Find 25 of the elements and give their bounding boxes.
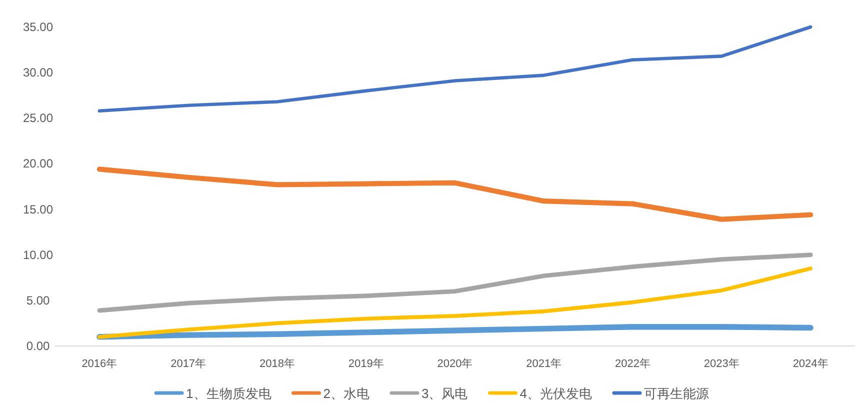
legend-label: 4、光伏发电 [520, 386, 592, 401]
line-series [98, 25, 812, 112]
legend-label: 可再生能源 [644, 386, 709, 401]
line-series [97, 266, 813, 339]
legend-label: 3、风电 [422, 386, 468, 401]
y-tick-label: 15.00 [22, 202, 54, 216]
y-tick-label: 0.00 [26, 339, 50, 353]
y-tick-label: 10.00 [22, 248, 54, 262]
x-tick-label: 2020年 [437, 358, 473, 370]
y-tick-label: 35.00 [22, 20, 54, 34]
y-tick-label: 20.00 [22, 156, 54, 171]
y-tick-label: 5.00 [26, 293, 50, 308]
y-tick-label: 30.00 [22, 66, 54, 80]
x-tick-label: 2023年 [704, 358, 740, 370]
x-tick-label: 2019年 [348, 358, 384, 370]
x-tick-label: 2024年 [792, 358, 828, 370]
line-series [97, 252, 813, 313]
x-tick-label: 2017年 [170, 358, 206, 370]
x-tick-label: 2018年 [259, 358, 295, 370]
legend-label: 1、生物质发电 [186, 386, 272, 401]
y-tick-label: 25.00 [22, 111, 54, 126]
x-tick-label: 2021年 [526, 358, 562, 370]
x-tick-label: 2022年 [615, 358, 651, 370]
legend-label: 2、水电 [323, 386, 370, 401]
x-tick-label: 2016年 [82, 358, 118, 370]
